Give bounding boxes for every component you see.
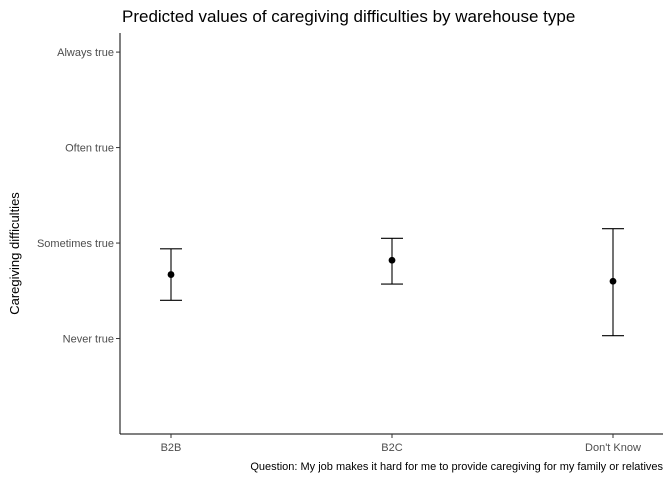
chart-caption: Question: My job makes it hard for me to… [250, 461, 663, 473]
data-point [388, 256, 396, 264]
y-tick-label: Always true [57, 47, 114, 59]
data-marks [160, 228, 624, 337]
data-point [609, 277, 617, 285]
y-tick-label: Often true [65, 143, 114, 155]
y-tick-label: Sometimes true [37, 238, 114, 250]
y-axis-label: Caregiving difficulties [7, 192, 22, 315]
x-tick-label: Don't Know [585, 442, 641, 454]
y-ticks: Never true Sometimes true Often true Always… [37, 47, 120, 346]
axes [119, 33, 663, 435]
chart-title: Predicted values of caregiving difficult… [122, 7, 575, 26]
x-tick-label: B2B [161, 442, 182, 454]
y-tick-label: Never true [63, 334, 114, 346]
data-point [167, 271, 175, 278]
x-tick-label: B2C [381, 442, 402, 454]
x-ticks: B2B B2C Don't Know [161, 434, 641, 454]
